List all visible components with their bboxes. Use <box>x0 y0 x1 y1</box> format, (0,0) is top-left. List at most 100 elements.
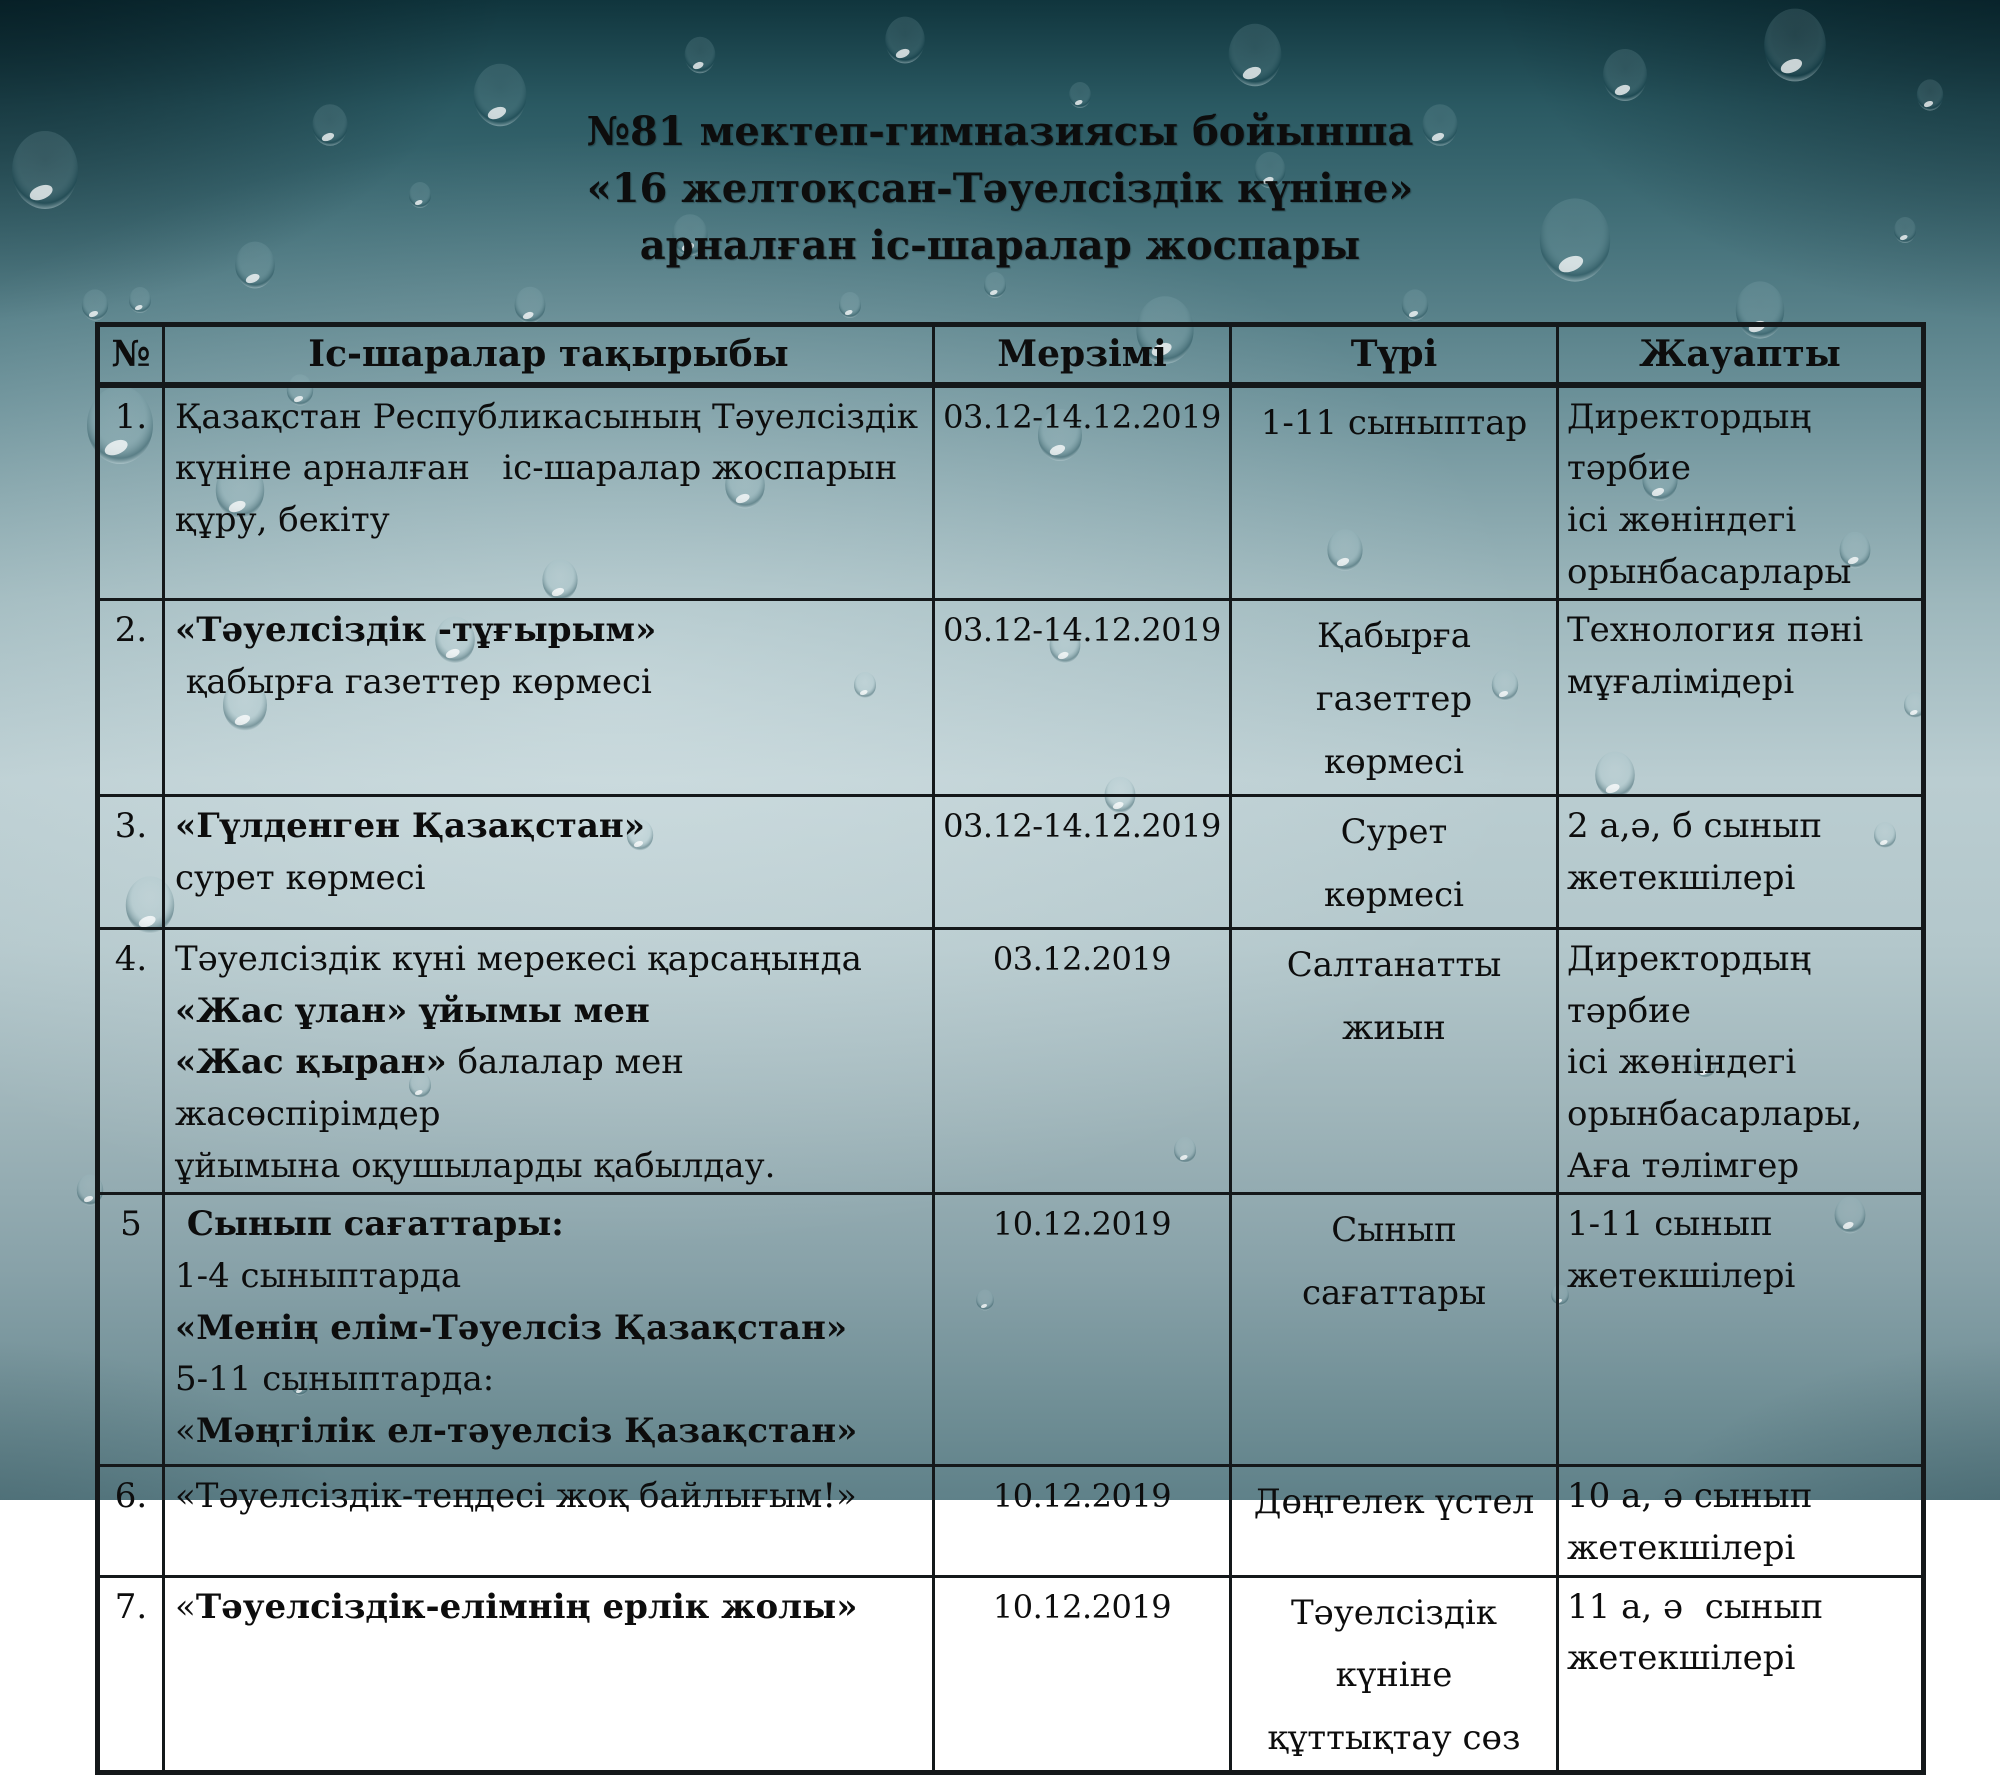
topic-line: «Тәуелсіздік -тұғырым» <box>175 605 924 657</box>
topic-cell: «Тәуелсіздік-елімнің ерлік жолы» <box>162 1574 935 1775</box>
header-row: № Іс-шаралар тақырыбы Мерзімі Түрі Жауап… <box>96 322 1925 388</box>
topic-text: құру, бекіту <box>175 500 390 541</box>
topic-line: «Мәңгілік ел-тәуелсіз Қазақстан» <box>175 1406 924 1458</box>
responsible-cell: 2 а,ә, б сынып жетекшілері <box>1556 794 1925 930</box>
row-number: 7. <box>96 1574 165 1775</box>
responsible-line: орынбасарлары <box>1567 551 1852 592</box>
responsible-cell: 11 а, ә сынып жетекшілері <box>1556 1574 1925 1775</box>
topic-line: «Гүлденген Қазақстан» <box>175 801 924 853</box>
table-row: 6. «Тәуелсіздік-теңдесі жоқ байлығым!» 10.… <box>96 1464 1925 1578</box>
type-line: Тәуелсіздік күніне <box>1290 1592 1508 1696</box>
topic-text: балалар мен жасөспірімдер <box>175 1042 695 1134</box>
responsible-cell: 10 а, ә сынып жетекшілері <box>1556 1464 1925 1578</box>
row-number: 3. <box>96 794 165 930</box>
responsible-line: 2 а,ә, б сынып <box>1567 806 1823 847</box>
topic-text-bold: «Гүлденген Қазақстан» <box>175 806 646 847</box>
topic-text-bold: «Жас ұлан» ұйымы мен <box>175 990 650 1031</box>
col-header-responsible: Жауапты <box>1556 322 1925 388</box>
responsible-line: 11 а, ә сынып <box>1567 1586 1824 1627</box>
topic-text-bold: «Менің елім-Тәуелсіз Қазақстан» <box>175 1307 848 1348</box>
topic-text: « <box>175 1586 196 1627</box>
responsible-line: жетекшілері <box>1567 1527 1796 1568</box>
topic-text: күніне арналған іс-шаралар жоспарын <box>175 448 898 489</box>
date-cell: 10.12.2019 <box>932 1464 1232 1578</box>
responsible-line: Аға тәлімгер <box>1567 1145 1800 1186</box>
topic-line: ұйымына оқушыларды қабылдау. <box>175 1141 924 1193</box>
topic-text-bold: «Тәуелсіздік -тұғырым» <box>175 610 657 651</box>
responsible-line: Директордың тәрбие <box>1567 396 1823 489</box>
topic-text: 1-4 сыныптарда <box>175 1255 462 1296</box>
responsible-cell: Технология пәні мұғалімідері <box>1556 598 1925 798</box>
date-cell: 03.12.2019 <box>932 926 1232 1196</box>
type-cell: Қабырға газеттер көрмесі <box>1229 598 1559 798</box>
type-line: көрмесі <box>1324 742 1464 783</box>
topic-line: Сынып сағаттары: <box>175 1199 924 1251</box>
topic-text-bold: «Жас қыран» <box>175 1042 447 1083</box>
type-line: құттықтау сөз <box>1267 1718 1521 1759</box>
responsible-line: жетекшілері <box>1567 1255 1796 1296</box>
responsible-line: Технология пәні <box>1567 610 1864 651</box>
page-title: №81 мектеп-гимназиясы бойынша «16 желтоқ… <box>0 104 2000 274</box>
events-table: № Іс-шаралар тақырыбы Мерзімі Түрі Жауап… <box>95 322 1926 1775</box>
date-cell: 03.12-14.12.2019 <box>932 598 1232 798</box>
type-line: көрмесі <box>1324 874 1464 915</box>
table-row: 7. «Тәуелсіздік-елімнің ерлік жолы» 10.12.… <box>96 1574 1925 1775</box>
table-row: 4. Тәуелсіздік күні мерекесі қарсаңында «Ж… <box>96 926 1925 1196</box>
col-header-topic: Іс-шаралар тақырыбы <box>162 322 935 388</box>
topic-line: сурет көрмесі <box>175 853 924 905</box>
topic-cell: Қазақстан Республикасының Тәуелсіздік күн… <box>162 383 935 602</box>
topic-text: « <box>175 1410 196 1451</box>
topic-line: «Тәуелсіздік-теңдесі жоқ байлығым!» <box>175 1471 924 1523</box>
topic-line: құру, бекіту <box>175 495 924 547</box>
topic-line: «Жас қыран» балалар мен жасөспірімдер <box>175 1037 924 1140</box>
title-line-1: №81 мектеп-гимназиясы бойынша <box>586 108 1414 155</box>
title-line-3: арналған іс-шаралар жоспары <box>639 221 1361 269</box>
topic-cell: «Тәуелсіздік-теңдесі жоқ байлығым!» <box>162 1464 935 1578</box>
topic-text: Қазақстан Республикасының Тәуелсіздік <box>175 396 919 437</box>
type-line: Салтанатты жиын <box>1286 944 1513 1048</box>
topic-line: «Жас ұлан» ұйымы мен <box>175 986 924 1038</box>
topic-text: «Тәуелсіздік-теңдесі жоқ байлығым!» <box>175 1476 857 1517</box>
type-cell: Салтанатты жиын <box>1229 926 1559 1196</box>
events-table-body: 1. Қазақстан Республикасының Тәуелсіздік к… <box>96 383 1925 1775</box>
date-cell: 10.12.2019 <box>932 1574 1232 1775</box>
topic-line: қабырға газеттер көрмесі <box>175 657 924 709</box>
events-table-header: № Іс-шаралар тақырыбы Мерзімі Түрі Жауап… <box>96 322 1925 388</box>
table-row: 3. «Гүлденген Қазақстан» сурет көрмесі 03.1… <box>96 794 1925 930</box>
topic-line: күніне арналған іс-шаралар жоспарын <box>175 443 924 495</box>
row-number: 5 <box>96 1192 165 1468</box>
type-cell: Сурет көрмесі <box>1229 794 1559 930</box>
table-row: 1. Қазақстан Республикасының Тәуелсіздік к… <box>96 383 1925 602</box>
topic-text: қабырға газеттер көрмесі <box>175 662 652 703</box>
responsible-line: 10 а, ә сынып <box>1567 1476 1813 1517</box>
topic-text-bold: Сынып сағаттары: <box>175 1204 564 1245</box>
responsible-cell: Директордың тәрбие ісі жөніндегі орынбасар… <box>1556 926 1925 1196</box>
topic-text: ұйымына оқушыларды қабылдау. <box>175 1145 776 1186</box>
responsible-cell: 1-11 сынып жетекшілері <box>1556 1192 1925 1468</box>
row-number: 4. <box>96 926 165 1196</box>
col-header-number: № <box>96 322 165 388</box>
type-line: Сынып сағаттары <box>1301 1210 1487 1314</box>
type-line: Сурет <box>1340 812 1448 853</box>
title-line-2: «16 желтоқсан-Тәуелсіздік күніне» <box>586 164 1414 212</box>
responsible-line: мұғалімідері <box>1567 662 1795 703</box>
responsible-line: 1-11 сынып <box>1567 1204 1773 1245</box>
table-row: 5 Сынып сағаттары: 1-4 сыныптарда «Менің е… <box>96 1192 1925 1468</box>
date-cell: 03.12-14.12.2019 <box>932 383 1232 602</box>
topic-line: Тәуелсіздік күні мерекесі қарсаңында <box>175 934 924 986</box>
topic-line: 5-11 сыныптарда: <box>175 1354 924 1406</box>
topic-text-bold: Тәуелсіздік-елімнің ерлік жолы» <box>195 1586 858 1627</box>
type-cell: Тәуелсіздік күніне құттықтау сөз <box>1229 1574 1559 1775</box>
topic-line: «Тәуелсіздік-елімнің ерлік жолы» <box>175 1582 924 1634</box>
col-header-date: Мерзімі <box>932 322 1232 388</box>
type-cell: Сынып сағаттары <box>1229 1192 1559 1468</box>
responsible-cell: Директордың тәрбие ісі жөніндегі орынбасар… <box>1556 383 1925 602</box>
topic-line: Қазақстан Республикасының Тәуелсіздік <box>175 392 924 444</box>
date-cell: 10.12.2019 <box>932 1192 1232 1468</box>
topic-cell: «Гүлденген Қазақстан» сурет көрмесі <box>162 794 935 930</box>
topic-text: Тәуелсіздік күні мерекесі қарсаңында <box>175 938 862 979</box>
topic-cell: «Тәуелсіздік -тұғырым» қабырға газеттер … <box>162 598 935 798</box>
responsible-line: жетекшілері <box>1567 1638 1796 1679</box>
topic-cell: Сынып сағаттары: 1-4 сыныптарда «Менің елі… <box>162 1192 935 1468</box>
